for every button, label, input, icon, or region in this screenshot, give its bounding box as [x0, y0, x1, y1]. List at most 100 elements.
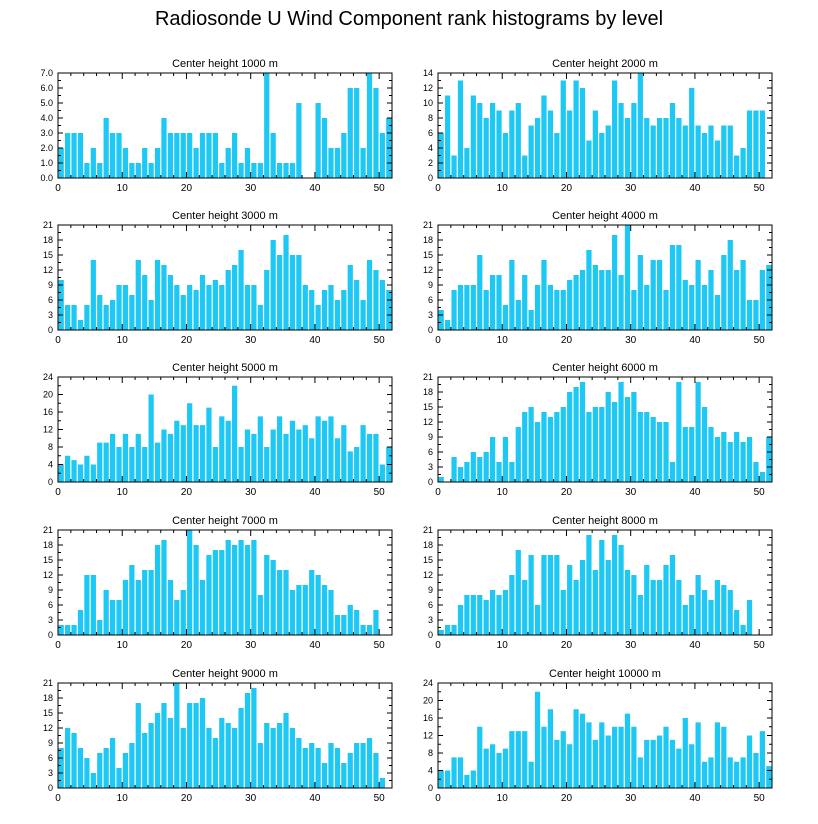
bar — [135, 433, 141, 482]
bar — [701, 407, 708, 482]
bar — [676, 245, 682, 330]
x-tick-label: 20 — [561, 183, 573, 194]
bar — [347, 88, 353, 178]
bar — [212, 738, 218, 788]
bar — [122, 148, 129, 178]
bar — [199, 133, 206, 178]
bar — [689, 285, 695, 330]
bar — [451, 290, 457, 330]
bar — [129, 565, 135, 635]
x-tick-label: 0 — [55, 335, 61, 346]
bar — [663, 565, 669, 635]
y-tick-label: 18 — [43, 693, 53, 703]
panel-title: Center height 5000 m — [172, 362, 278, 374]
x-tick-label: 50 — [754, 335, 766, 346]
y-tick-label: 18 — [423, 387, 433, 397]
bar — [496, 275, 502, 330]
bar — [360, 625, 366, 635]
x-tick-label: 10 — [117, 793, 129, 804]
bar — [244, 148, 251, 178]
bar — [167, 133, 174, 178]
bar — [727, 240, 733, 330]
x-tick-label: 40 — [689, 183, 701, 194]
bar — [148, 570, 154, 635]
x-tick-label: 10 — [117, 487, 129, 498]
bar — [219, 718, 225, 788]
bar — [251, 688, 257, 788]
bar — [612, 535, 618, 635]
bar — [302, 585, 308, 635]
y-tick-label: 3 — [48, 615, 53, 625]
bar — [586, 140, 592, 178]
bar — [669, 103, 676, 178]
bar — [567, 565, 573, 635]
bar — [445, 320, 451, 330]
x-tick-label: 0 — [435, 640, 441, 651]
bar — [212, 133, 218, 178]
x-tick-label: 30 — [625, 793, 637, 804]
bar — [605, 392, 611, 482]
bar — [309, 438, 315, 482]
panel-title: Center height 4000 m — [552, 210, 658, 222]
y-tick-label: 12 — [423, 265, 433, 275]
bar — [708, 600, 714, 635]
x-tick-label: 20 — [561, 335, 573, 346]
bar — [753, 753, 759, 788]
bar — [669, 555, 676, 635]
bar — [753, 300, 759, 330]
y-tick-label: 18 — [423, 235, 433, 245]
bar — [676, 580, 682, 635]
bar — [354, 743, 360, 788]
bar — [682, 125, 688, 178]
bar — [734, 761, 740, 788]
bar — [296, 103, 302, 178]
x-tick-label: 10 — [117, 640, 129, 651]
bar — [161, 118, 167, 178]
bar — [373, 753, 379, 788]
y-tick-label: 15 — [423, 402, 433, 412]
bar — [296, 429, 302, 482]
y-tick-label: 9 — [428, 432, 433, 442]
bar — [232, 728, 238, 788]
bar — [573, 580, 579, 635]
bar — [489, 103, 496, 178]
bar — [97, 620, 103, 635]
bar — [573, 80, 579, 178]
bar — [58, 625, 64, 635]
bar — [167, 580, 174, 635]
bar — [541, 260, 547, 330]
bar — [701, 761, 708, 788]
bar — [669, 739, 676, 788]
bar — [708, 125, 714, 178]
x-tick-label: 0 — [55, 487, 61, 498]
bar — [650, 260, 656, 330]
bar — [135, 580, 141, 635]
bar — [154, 148, 161, 178]
x-tick-label: 10 — [117, 335, 129, 346]
bar — [599, 133, 605, 178]
bar — [567, 392, 573, 482]
y-tick-label: 15 — [43, 708, 53, 718]
bar — [180, 425, 186, 482]
bar — [624, 570, 631, 635]
bar — [457, 285, 464, 330]
bar — [579, 713, 586, 788]
bar — [522, 580, 528, 635]
bar — [541, 95, 547, 178]
bar — [547, 555, 554, 635]
bar — [489, 590, 496, 635]
bar — [445, 770, 451, 788]
x-tick-label: 0 — [55, 793, 61, 804]
bar — [334, 615, 341, 635]
bar — [644, 739, 650, 788]
bar — [605, 560, 611, 635]
bar — [90, 148, 96, 178]
x-tick-label: 20 — [181, 640, 193, 651]
bar — [373, 270, 379, 330]
x-tick-label: 50 — [754, 640, 766, 651]
bar — [599, 540, 605, 635]
bar — [592, 407, 598, 482]
bar — [148, 300, 154, 330]
bar — [129, 447, 135, 482]
bar — [180, 728, 186, 788]
